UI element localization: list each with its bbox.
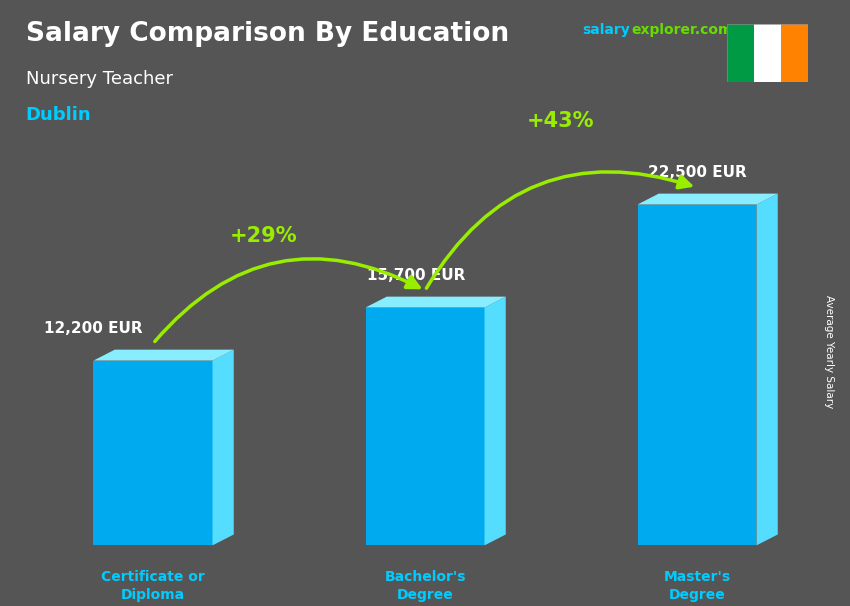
Polygon shape <box>756 194 778 545</box>
Polygon shape <box>94 361 212 545</box>
Text: Master's
Degree: Master's Degree <box>664 570 730 602</box>
Text: Salary Comparison By Education: Salary Comparison By Education <box>26 21 508 47</box>
Text: 12,200 EUR: 12,200 EUR <box>44 321 143 336</box>
Polygon shape <box>366 296 506 307</box>
Bar <box>780 24 808 82</box>
Text: explorer.com: explorer.com <box>632 23 733 37</box>
Text: Bachelor's
Degree: Bachelor's Degree <box>384 570 466 602</box>
Polygon shape <box>212 350 234 545</box>
Text: +29%: +29% <box>230 226 298 246</box>
Text: 22,500 EUR: 22,500 EUR <box>648 165 746 181</box>
Text: 15,700 EUR: 15,700 EUR <box>367 268 466 283</box>
Bar <box>727 24 754 82</box>
Text: Average Yearly Salary: Average Yearly Salary <box>824 295 834 408</box>
Polygon shape <box>638 194 778 205</box>
Text: +43%: +43% <box>527 111 595 131</box>
Polygon shape <box>484 296 506 545</box>
Bar <box>754 24 780 82</box>
Text: salary: salary <box>582 23 630 37</box>
Polygon shape <box>638 205 756 545</box>
Text: Nursery Teacher: Nursery Teacher <box>26 70 173 88</box>
Polygon shape <box>366 307 484 545</box>
Text: Certificate or
Diploma: Certificate or Diploma <box>101 570 205 602</box>
Polygon shape <box>94 350 234 361</box>
Text: Dublin: Dublin <box>26 106 91 124</box>
